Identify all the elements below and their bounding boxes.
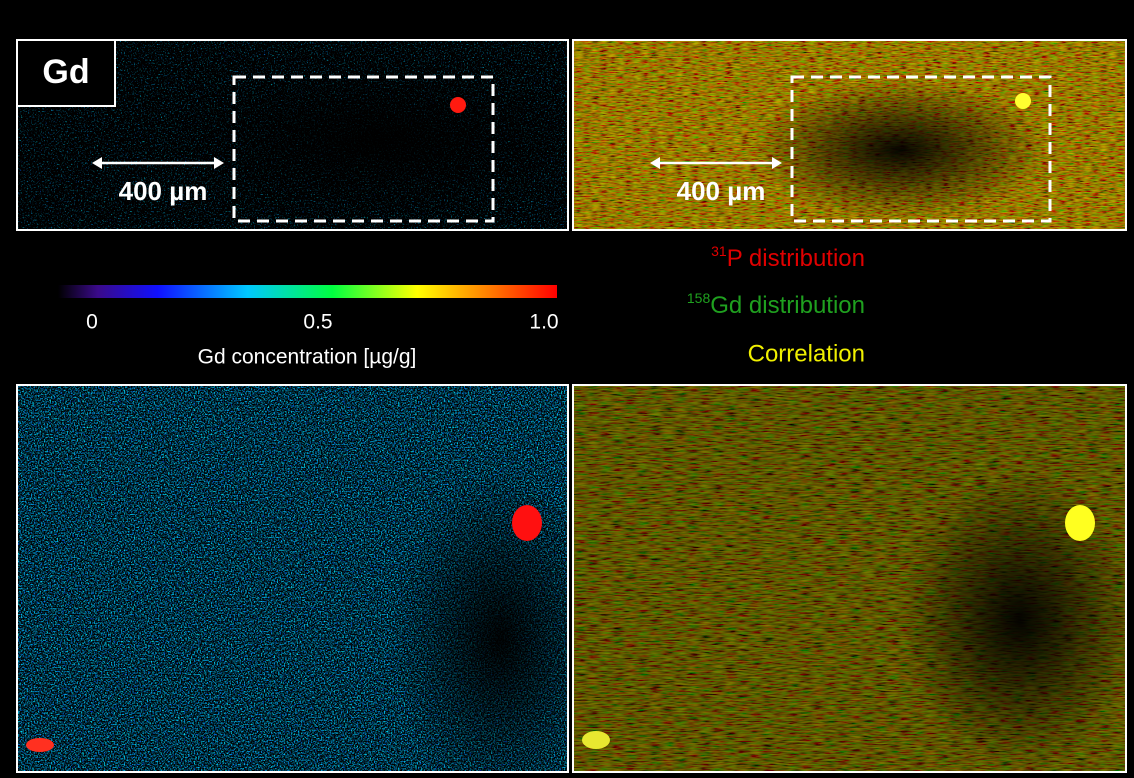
panel-gd-overview: Gd 400 µm xyxy=(17,40,600,230)
hotspot xyxy=(26,738,54,752)
panel-correlation-overview: 400 µm xyxy=(573,40,1126,230)
shade xyxy=(750,80,1050,220)
element-label: Gd xyxy=(42,53,89,91)
hotspot xyxy=(512,505,542,541)
page: Gd 400 µm 400 µm Gd concentration [µg/g]… xyxy=(0,0,1134,778)
panel-gd-zoom xyxy=(17,385,610,778)
colorbar-label: Gd concentration [µg/g] xyxy=(198,346,417,369)
hotspot xyxy=(582,731,610,749)
hotspot xyxy=(1065,505,1095,541)
legend-gd: 158Gd distribution xyxy=(687,290,865,320)
isotope: 31 xyxy=(711,243,727,259)
scale-bar-label: 400 µm xyxy=(119,176,208,206)
legend-p: 31P distribution xyxy=(711,243,865,273)
shade xyxy=(160,60,600,220)
legend-correlation: Correlation xyxy=(748,340,865,367)
colorbar: Gd concentration [µg/g] 0 0.5 1.0 xyxy=(58,285,559,369)
hotspot xyxy=(1015,93,1031,109)
colorbar-tick-label: 0.5 xyxy=(303,311,332,334)
legend-text: P distribution xyxy=(727,245,865,272)
scale-bar-label: 400 µm xyxy=(677,176,766,206)
colorbar-tick-label: 1.0 xyxy=(529,311,558,334)
shade xyxy=(900,470,1134,770)
figure: Gd 400 µm 400 µm Gd concentration [µg/g]… xyxy=(0,0,1134,778)
hotspot xyxy=(450,97,466,113)
colorbar-gradient xyxy=(58,285,557,298)
legend: 31P distribution 158Gd distribution Corr… xyxy=(687,243,865,368)
panel-correlation-zoom xyxy=(573,385,1134,772)
legend-text: Gd distribution xyxy=(710,292,865,319)
colorbar-tick-label: 0 xyxy=(86,311,98,334)
isotope: 158 xyxy=(687,290,711,306)
